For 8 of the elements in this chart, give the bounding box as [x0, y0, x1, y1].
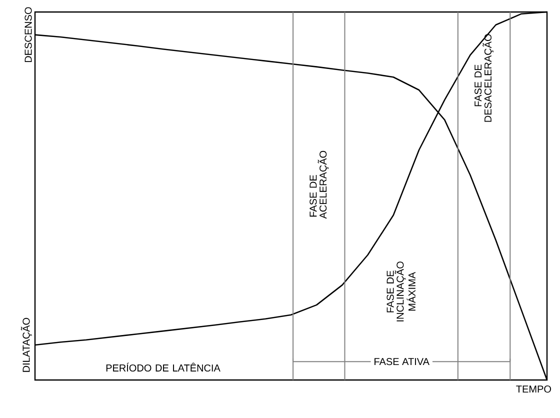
x-axis-title: TEMPO: [516, 386, 552, 393]
text: DILATAÇÃO: [20, 318, 32, 372]
annotation: FASE DE INCLINAÇÃO MÁXIMA: [386, 262, 416, 322]
annotation: PERÍODO DE LATÊNCIA: [106, 362, 220, 372]
annotation: FASE DE ACELERAÇÃO: [310, 150, 329, 219]
annotation: FASE DE DESACELERAÇÃO: [474, 34, 494, 122]
annotation: FASE ATIVA: [374, 358, 430, 366]
text: DESCENSO: [24, 7, 32, 62]
